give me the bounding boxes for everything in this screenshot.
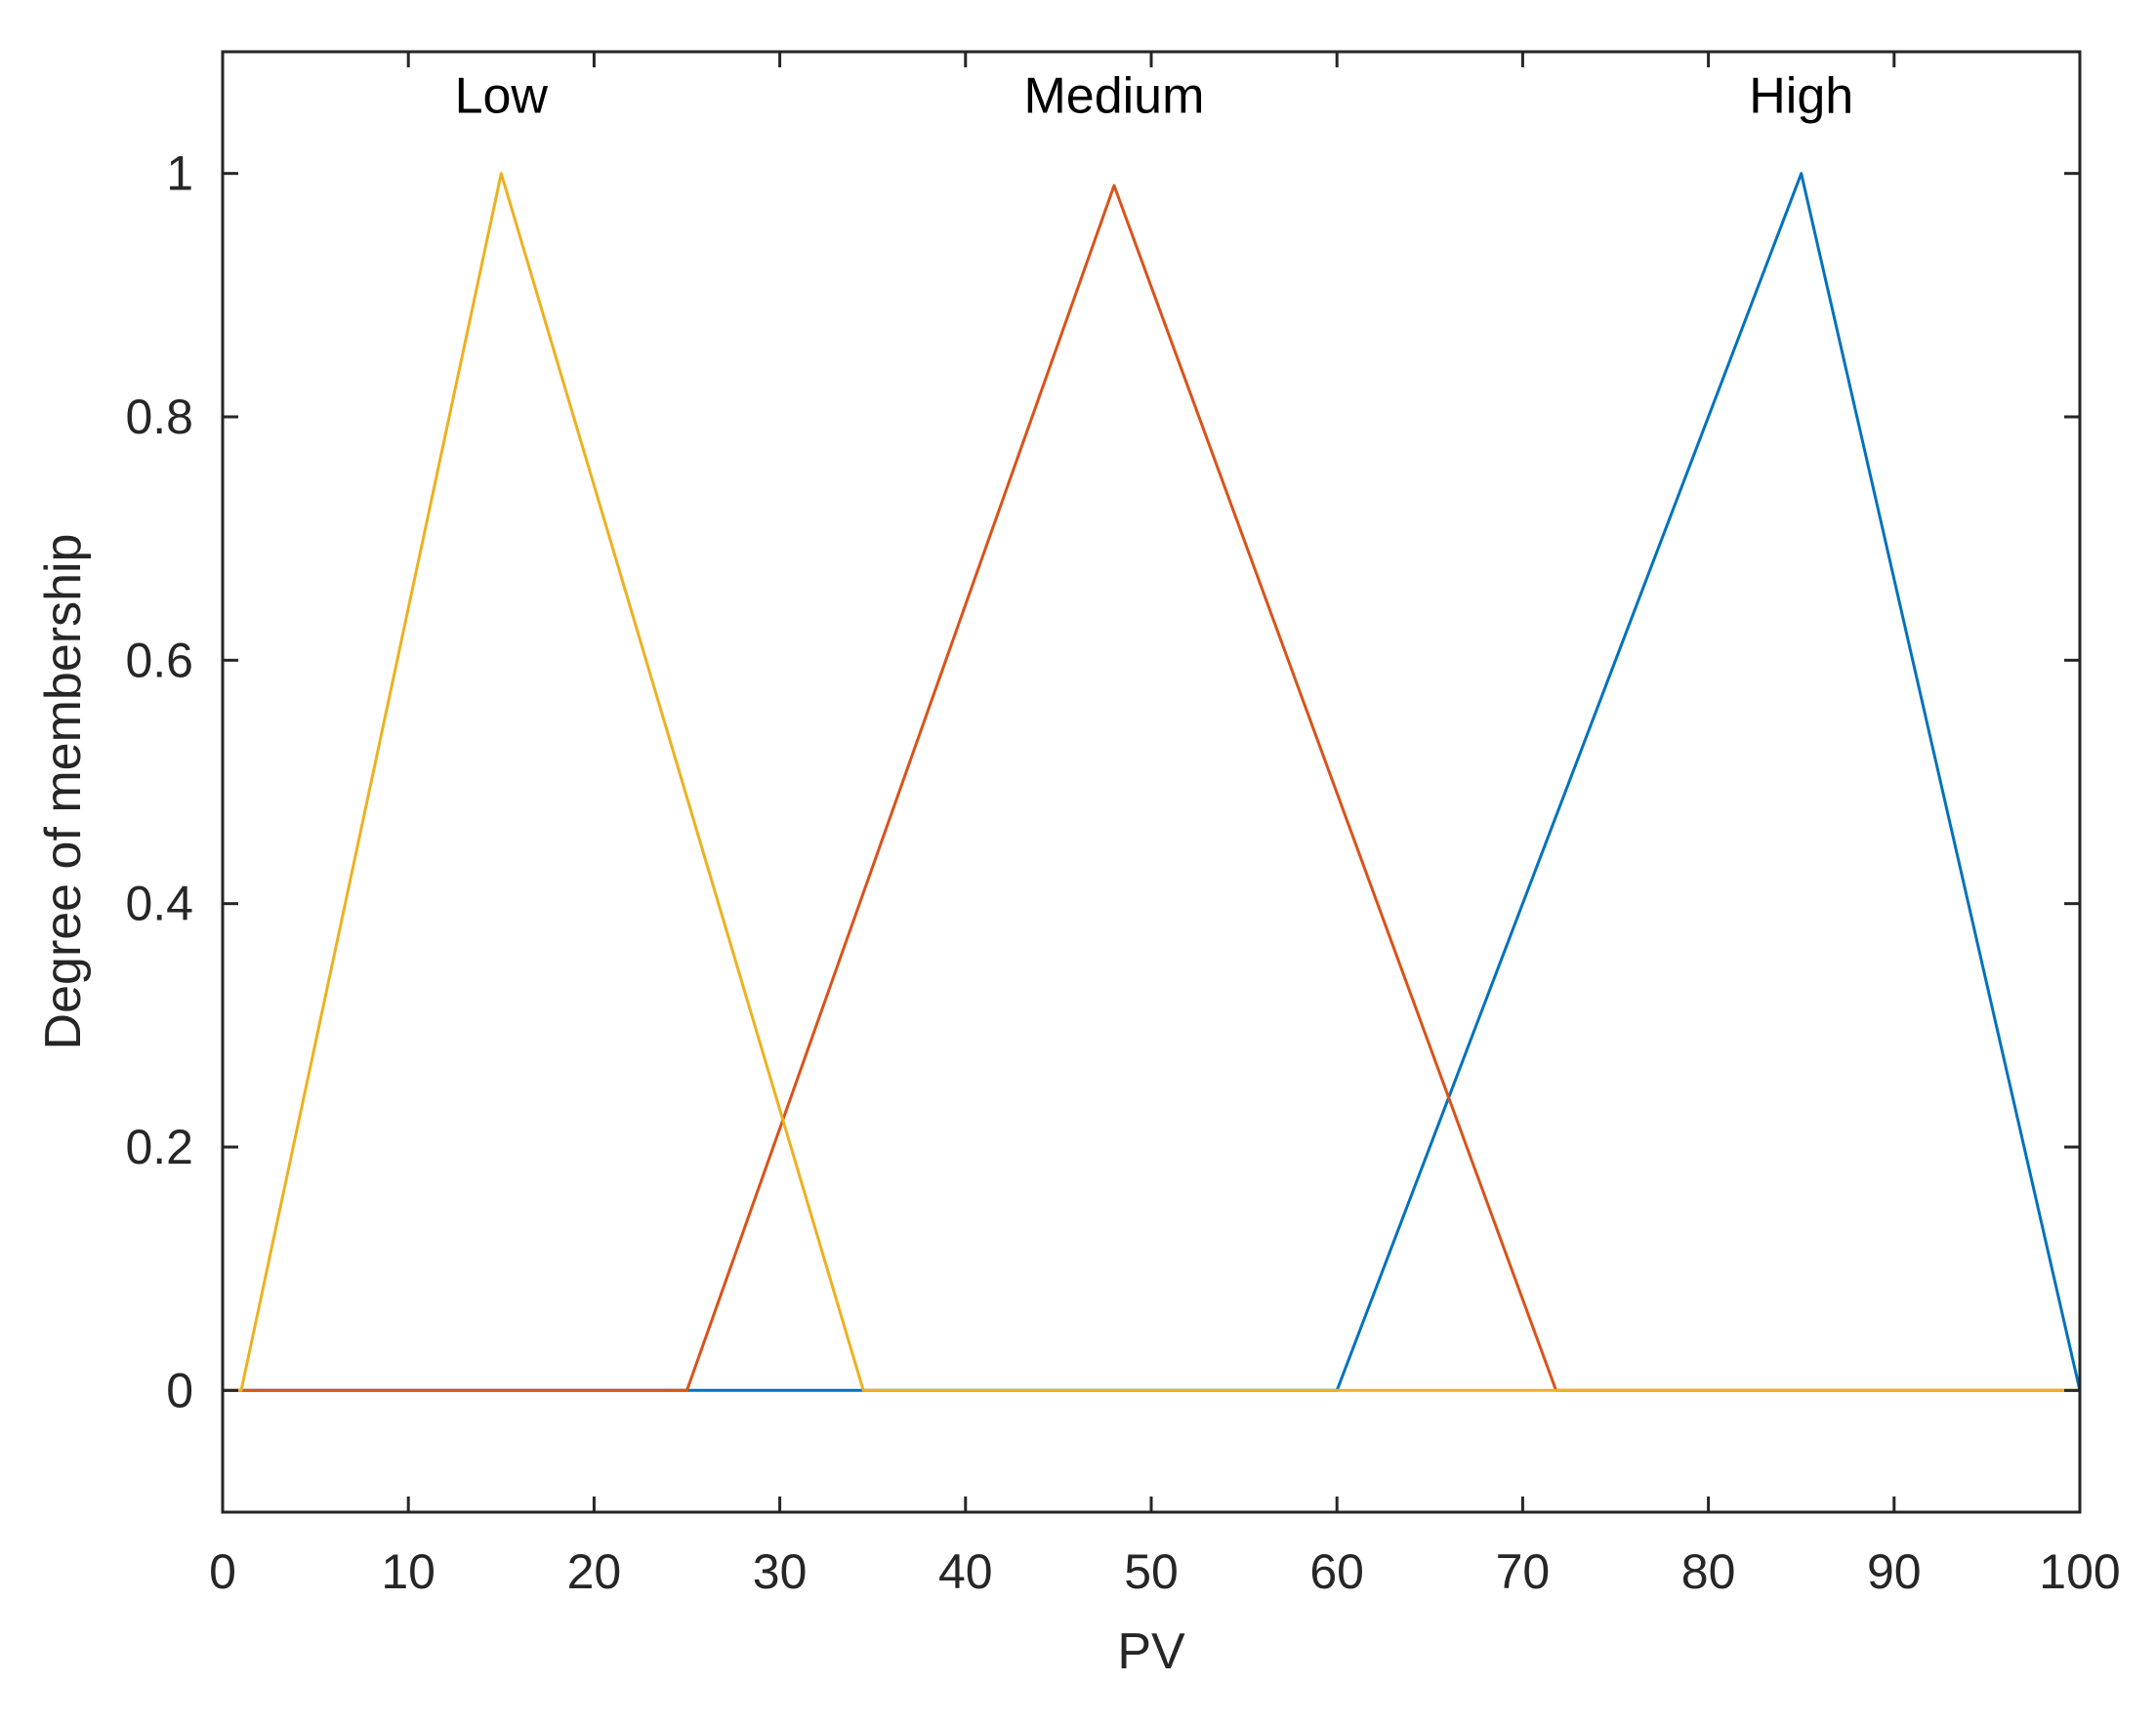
y-tick-label: 0.6 [125, 633, 193, 687]
x-tick-label: 10 [381, 1544, 435, 1599]
y-tick-label: 0.8 [125, 390, 193, 444]
y-axis-label: Degree of membership [35, 534, 92, 1050]
axes-box [221, 50, 2082, 1514]
series-layer [223, 172, 2082, 1392]
tick-layer: 0 10 20 30 40 50 60 70 80 90 100 0 0.2 0.4 0.6 0.8 1 [125, 52, 2121, 1599]
x-tick-label: 30 [753, 1544, 808, 1599]
y-tick-label: 0.4 [125, 877, 193, 931]
label-layer: Low Medium High [455, 67, 1854, 124]
series-line-low [223, 172, 2080, 1392]
x-tick-label: 40 [938, 1544, 993, 1599]
x-tick-label: 0 [209, 1544, 236, 1599]
x-tick-label: 100 [2039, 1544, 2120, 1599]
series-line-high [223, 172, 2082, 1392]
series-line-medium [223, 184, 2080, 1392]
y-tick-label: 0 [166, 1363, 193, 1417]
x-tick-label: 50 [1124, 1544, 1179, 1599]
x-tick-label: 70 [1496, 1544, 1551, 1599]
x-tick-label: 90 [1867, 1544, 1922, 1599]
set-label-medium: Medium [1023, 67, 1204, 124]
x-tick-label: 60 [1309, 1544, 1364, 1599]
set-label-low: Low [455, 67, 549, 124]
x-tick-label: 80 [1681, 1544, 1736, 1599]
x-axis-label: PV [1117, 1623, 1185, 1680]
set-label-high: High [1749, 67, 1853, 124]
y-tick-label: 1 [166, 146, 193, 201]
x-tick-label: 20 [567, 1544, 622, 1599]
y-tick-label: 0.2 [125, 1120, 193, 1174]
